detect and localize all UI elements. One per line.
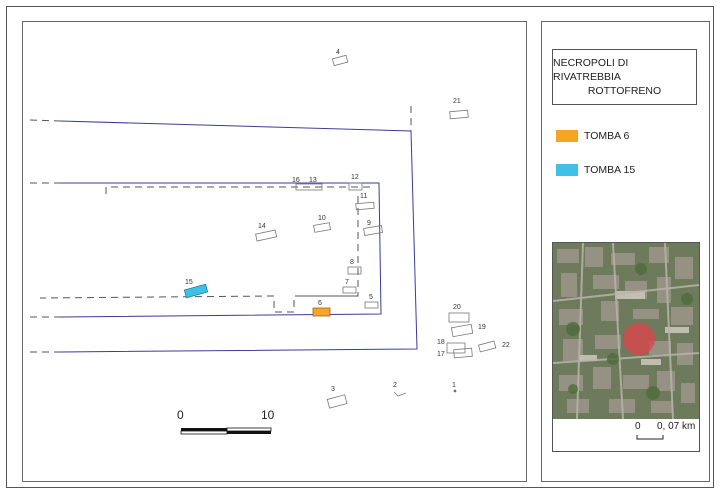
tomb-7	[342, 286, 357, 294]
tomb-20	[448, 312, 470, 323]
tomb-label-21: 21	[453, 98, 461, 105]
tomb-label-6: 6	[318, 300, 322, 307]
tomb-6-highlight	[312, 307, 331, 317]
tomb-label-13: 13	[309, 177, 317, 184]
tomb-17	[453, 347, 473, 359]
tomb-label-11: 11	[360, 193, 367, 200]
tomb-19	[450, 323, 474, 338]
tomb-3	[326, 394, 348, 409]
tomb-label-9: 9	[367, 220, 371, 227]
outer-wall	[59, 120, 418, 353]
map-frame	[6, 6, 714, 488]
tomb-label-10: 10	[318, 215, 326, 222]
orange-swatch-icon	[556, 130, 578, 142]
tomb-label-18: 18	[437, 339, 445, 346]
tomb-label-7: 7	[345, 279, 349, 286]
tombs	[255, 54, 497, 409]
inner-wall	[59, 182, 382, 318]
tomb-15-highlight	[183, 283, 209, 299]
tomb-4	[331, 54, 349, 67]
tomb-label-22: 22	[502, 342, 510, 349]
enclosure-walls	[59, 120, 418, 353]
map-title-line2: ROTTOFRENO	[587, 85, 662, 97]
tomb-5	[364, 301, 379, 309]
tomb-13-16	[295, 183, 323, 191]
tomb-12	[348, 182, 363, 191]
map-panel	[22, 21, 527, 482]
aerial-photo	[553, 243, 699, 419]
tomb-21	[449, 109, 469, 120]
tomb-label-3: 3	[331, 386, 335, 393]
tomb-22	[478, 340, 497, 353]
site-location-marker	[623, 323, 655, 355]
tomb-14	[255, 229, 278, 242]
tomb-1	[453, 389, 457, 393]
tomb-label-1: 1	[452, 382, 456, 389]
map-title-line1: NECROPOLI DI RIVATREBBIA	[553, 57, 629, 83]
tomb-label-5: 5	[369, 294, 373, 301]
tomb-10	[313, 222, 332, 233]
tomb-labels: 1 2 3 4 5 6 7 8 9 10 11 12 13 14 15 16 1…	[185, 49, 510, 393]
tomb-11	[355, 201, 375, 211]
tomb-18	[446, 342, 466, 354]
tomb-label-12: 12	[351, 174, 359, 181]
legend-label-tomba-15: TOMBA 15	[584, 164, 636, 176]
tomb-label-19: 19	[478, 324, 486, 331]
inset-scale-start: 0	[635, 421, 641, 432]
cyan-swatch-icon	[556, 164, 578, 176]
tomb-label-16: 16	[292, 177, 300, 184]
tomb-label-17: 17	[437, 351, 445, 358]
legend-item-tomba-6: TOMBA 6	[556, 130, 629, 142]
legend-item-tomba-15: TOMBA 15	[556, 164, 635, 176]
scale-bar-start: 0	[177, 408, 184, 422]
tomb-label-4: 4	[336, 49, 340, 56]
legend-panel	[541, 21, 710, 482]
tomb-label-14: 14	[258, 223, 266, 230]
tomb-8	[347, 266, 362, 275]
projected-walls	[29, 106, 412, 353]
tomb-label-15: 15	[185, 279, 193, 286]
map-title: NECROPOLI DI RIVATREBBIA ROTTOFRENO	[552, 49, 697, 105]
inset-locator-map: 0 0, 07 km	[552, 242, 700, 452]
tomb-label-8: 8	[350, 259, 354, 266]
inset-scale-bar: 0 0, 07 km	[553, 419, 699, 451]
scale-bar-end: 10	[261, 408, 275, 422]
scale-bar: 0 10	[177, 408, 275, 435]
legend-label-tomba-6: TOMBA 6	[584, 130, 630, 142]
inset-scale-end: 0, 07 km	[657, 421, 696, 432]
tomb-label-20: 20	[453, 304, 461, 311]
tomb-2	[393, 391, 407, 397]
tomb-label-2: 2	[393, 382, 397, 389]
tomb-9	[363, 225, 384, 236]
